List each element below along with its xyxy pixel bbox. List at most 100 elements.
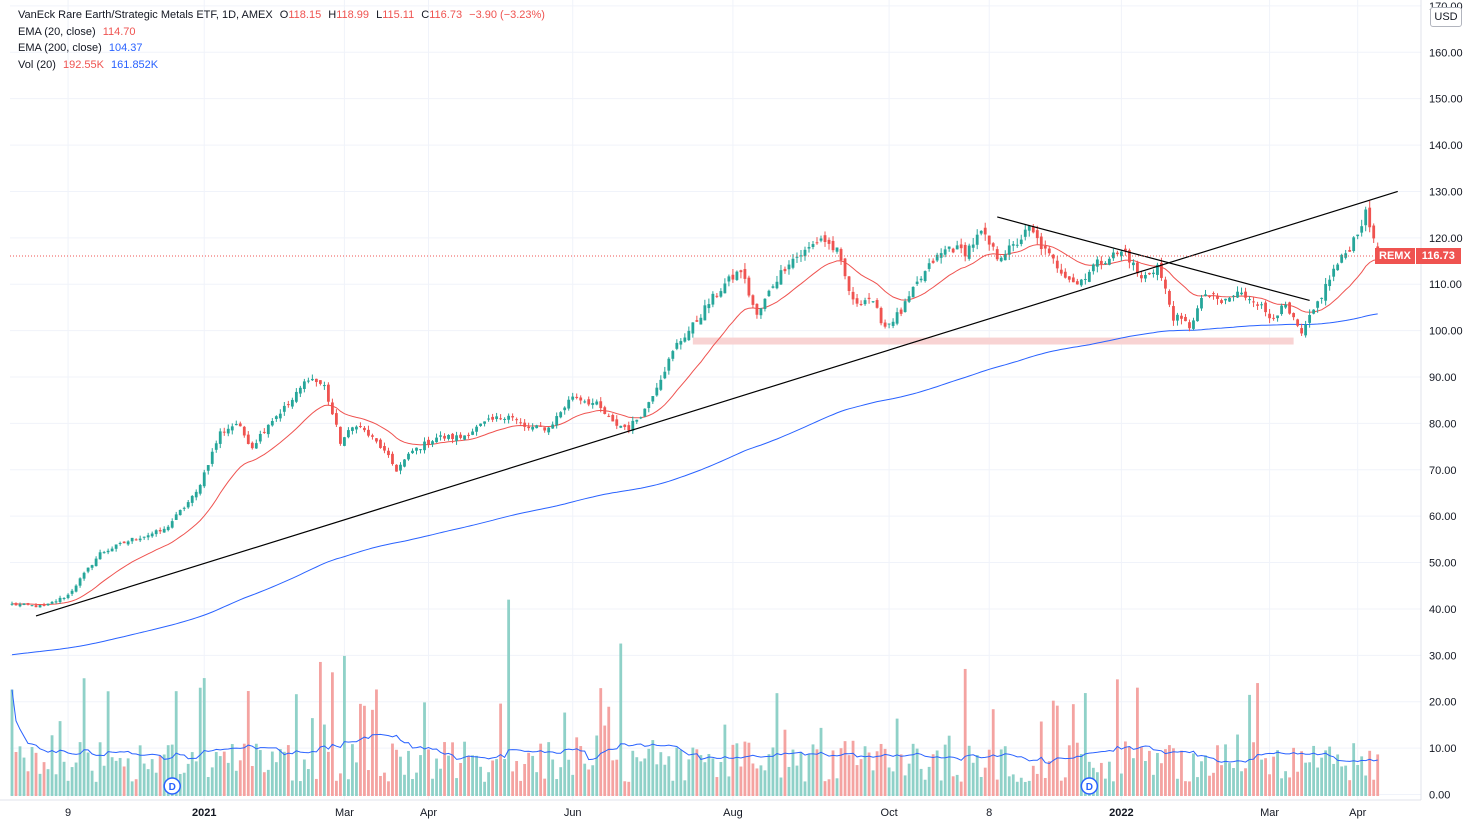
candle <box>919 276 923 283</box>
candle <box>326 382 330 406</box>
candle <box>50 600 54 604</box>
candle <box>114 544 118 552</box>
candle <box>947 246 951 252</box>
legend-ema20-value: 114.70 <box>102 25 136 38</box>
volume-bar <box>214 752 218 796</box>
candle <box>891 318 895 329</box>
candle <box>1272 314 1275 321</box>
candle <box>631 416 635 434</box>
candle <box>967 243 971 261</box>
candle <box>1244 287 1247 301</box>
volume-bar <box>607 706 611 796</box>
candle <box>399 462 402 475</box>
candle <box>158 527 162 535</box>
candle <box>1067 276 1071 283</box>
candle <box>58 595 62 604</box>
candle <box>1288 301 1291 315</box>
trendline[interactable] <box>997 216 1310 302</box>
currency-button[interactable]: USD <box>1430 7 1462 27</box>
volume-bar <box>1364 775 1368 796</box>
volume-bar <box>531 755 535 796</box>
volume-bar <box>1119 773 1123 796</box>
volume-bar <box>955 774 959 796</box>
volume-bar <box>1103 778 1107 796</box>
volume-bar <box>1220 765 1223 796</box>
volume-bar <box>222 751 226 796</box>
volume-bar <box>1236 734 1239 796</box>
volume-bar <box>963 668 967 796</box>
candle <box>1172 301 1175 326</box>
legend-ema20[interactable]: EMA (20, close) 114.70 <box>18 24 545 41</box>
candle <box>799 249 803 262</box>
volume-bar <box>495 759 499 796</box>
candle <box>835 247 839 254</box>
candle <box>10 601 14 606</box>
legend-ema200[interactable]: EMA (200, close) 104.37 <box>18 40 545 57</box>
candle <box>507 413 511 424</box>
price-tick-label: 20.00 <box>1429 697 1457 709</box>
legend-volume[interactable]: Vol (20) 192.55K 161.852K <box>18 57 545 74</box>
candle <box>999 256 1003 263</box>
candle <box>1340 253 1344 264</box>
volume-bar <box>1264 758 1267 796</box>
candle <box>1204 289 1207 297</box>
volume-bar <box>891 771 895 796</box>
candle <box>663 366 667 380</box>
volume-bar <box>555 779 559 796</box>
candle <box>1099 256 1103 270</box>
volume-bar <box>1115 679 1119 796</box>
dividend-marker[interactable]: D <box>163 777 181 795</box>
candle <box>190 495 194 507</box>
volume-bar <box>635 757 639 796</box>
chart-grid <box>10 0 1421 800</box>
volume-bar <box>899 754 903 796</box>
legend-vol-label: Vol (20) <box>18 58 56 71</box>
volume-bar <box>771 747 775 796</box>
time-tick-label: Mar <box>1260 807 1279 819</box>
candle <box>1063 268 1067 279</box>
legend-ema200-value: 104.37 <box>108 42 143 54</box>
volume-bar <box>775 693 779 796</box>
legend-high: 118.99 <box>336 9 370 21</box>
candle <box>491 413 494 423</box>
volume-bar <box>667 756 671 796</box>
volume-bar <box>887 767 891 796</box>
candle <box>471 428 474 436</box>
candle <box>1332 264 1336 282</box>
volume-bar <box>871 770 875 796</box>
legend-vol-value: 192.55K <box>62 58 104 71</box>
price-tag-symbol: REMX <box>1375 248 1416 264</box>
svg-text:D: D <box>1086 782 1093 793</box>
time-tick-label: 2022 <box>1109 807 1133 819</box>
dividend-marker[interactable]: D <box>1080 777 1099 795</box>
volume-bar <box>339 773 342 796</box>
volume-bar <box>1188 781 1191 796</box>
volume-bar <box>1216 745 1219 796</box>
time-tick-label: 8 <box>986 807 992 819</box>
volume-bar <box>1284 771 1287 796</box>
volume-bar <box>935 750 939 796</box>
candle <box>563 406 567 415</box>
volume-bar <box>298 781 302 796</box>
volume-bar <box>811 744 815 796</box>
volume-bar <box>983 767 987 796</box>
volume-bar <box>711 758 715 796</box>
candle <box>1015 238 1019 248</box>
candle <box>1248 296 1251 304</box>
volume-bar <box>943 744 947 796</box>
volume-bar <box>14 752 18 796</box>
time-tick-label: Apr <box>1349 807 1366 819</box>
candle <box>963 242 967 262</box>
volume-bar <box>411 779 414 796</box>
time-tick-label: Oct <box>881 807 898 819</box>
candle <box>1316 300 1320 313</box>
candle <box>1240 287 1243 296</box>
candle <box>1344 249 1348 260</box>
candle <box>1136 260 1139 277</box>
candle <box>202 469 206 489</box>
trendline[interactable] <box>35 190 1398 617</box>
candle <box>1212 291 1215 300</box>
candle <box>771 284 775 289</box>
candle <box>74 584 78 593</box>
